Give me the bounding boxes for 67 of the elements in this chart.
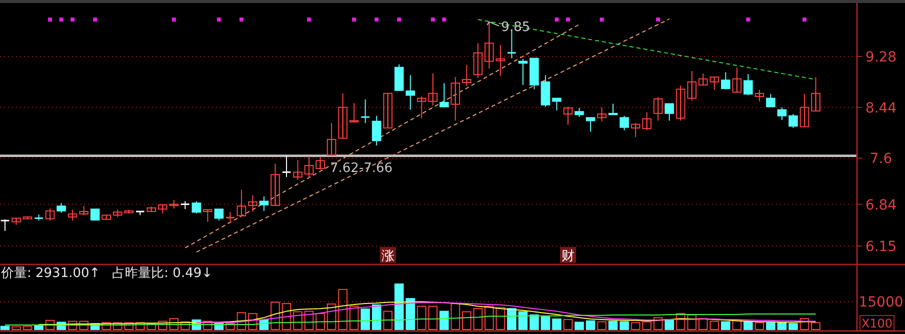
bar	[642, 321, 652, 330]
y-tick-label: 6.15	[865, 239, 897, 256]
text: 15000	[858, 294, 904, 311]
bar	[226, 323, 235, 330]
x-tick-label: 财	[562, 249, 574, 264]
bar	[22, 326, 32, 330]
bar	[608, 320, 618, 330]
bar	[102, 322, 111, 330]
bar	[45, 320, 55, 330]
bar	[462, 311, 472, 330]
bar	[34, 325, 44, 330]
bar	[79, 320, 88, 330]
bar	[496, 307, 506, 330]
bar	[766, 322, 776, 330]
bar	[473, 308, 483, 330]
bar	[248, 313, 258, 330]
bar	[360, 308, 370, 330]
bar	[68, 320, 78, 330]
x-tick-label: 涨	[381, 249, 394, 264]
bar	[586, 320, 596, 330]
bar	[777, 322, 787, 330]
bar	[732, 319, 742, 330]
bar	[754, 322, 764, 330]
text: 价量: 2931.00↑	[0, 266, 100, 281]
text: 占昨量比: 0.49↓	[112, 266, 213, 281]
y-tick-label: 7.6	[870, 151, 892, 168]
annotation: 9.85	[501, 20, 530, 35]
bar	[540, 316, 550, 330]
bar	[620, 321, 629, 330]
bar	[293, 311, 302, 330]
bar	[326, 304, 336, 330]
bar	[800, 318, 810, 330]
bar	[484, 306, 494, 330]
bar	[439, 310, 449, 330]
bar	[316, 313, 325, 330]
bar	[552, 318, 562, 330]
bar	[282, 303, 292, 330]
bar	[450, 303, 460, 330]
bar	[169, 318, 179, 330]
bar	[744, 321, 753, 330]
y-tick-label: 8.44	[865, 100, 897, 116]
bar	[383, 310, 392, 330]
bar	[574, 322, 584, 330]
bar	[338, 288, 348, 330]
text: X100	[861, 316, 893, 330]
bar	[0, 326, 10, 330]
bar	[563, 318, 573, 330]
bar	[304, 310, 314, 330]
bar	[203, 320, 212, 330]
bar	[12, 326, 21, 330]
bar	[530, 314, 539, 330]
y-tick-label: 9.28	[865, 49, 897, 66]
bar	[788, 323, 798, 330]
bar	[664, 318, 674, 330]
bar	[653, 317, 663, 330]
bar	[630, 322, 640, 330]
bar	[270, 302, 280, 330]
y-tick-label: 6.84	[865, 197, 897, 214]
bar	[349, 306, 359, 330]
bar	[236, 312, 246, 330]
bar	[811, 322, 820, 330]
band-label: 7.62-7.66	[330, 161, 393, 176]
bar	[180, 321, 190, 330]
bar	[518, 311, 528, 330]
bar	[158, 320, 168, 330]
bar	[720, 321, 730, 330]
bar	[597, 321, 606, 330]
